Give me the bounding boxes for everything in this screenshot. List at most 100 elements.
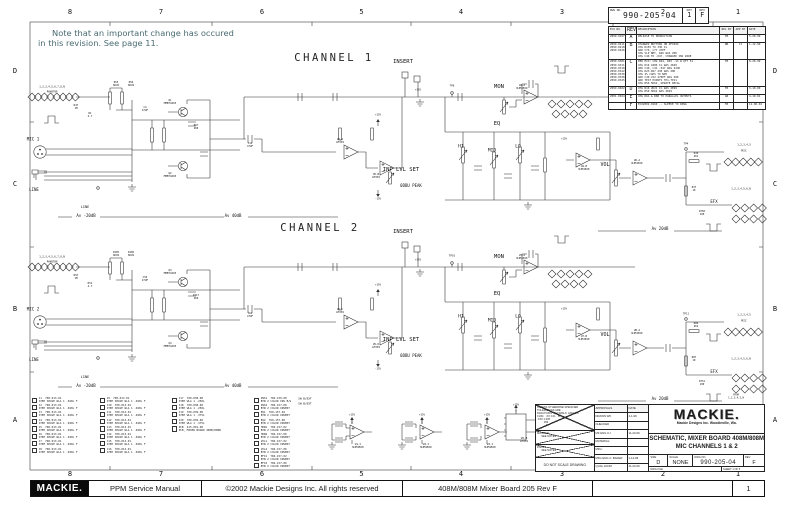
grid-col-label: 4 [458, 470, 464, 479]
revision-cell [733, 102, 747, 110]
schematic-label: 1,2,3,4,5 [737, 143, 751, 147]
revision-note: Note that an important change has occure… [38, 28, 298, 49]
revision-cell: TB [719, 102, 733, 110]
parts-list-item: INS1 760-159-00 BTN 2 COLOR INS B/W [254, 397, 291, 403]
parts-list-item: J20 700-039-00 STEP WLA 1 .375L [172, 419, 221, 425]
component-ref: R86 2K1 [693, 322, 699, 328]
parts-list-item: J10 700-013-01 STEP SHAVE WLA 1 .040L F [100, 404, 146, 410]
footer-manual: PPM Service Manual [89, 481, 202, 496]
parts-list-item: EQ1 760-157-02 BTN 2 COLOR INSERT [254, 411, 291, 418]
part-text: J8 700-013-01 STEP SHAVE WLA 1 .040L F [38, 447, 78, 454]
component-ref: SW B/EXT [298, 401, 312, 406]
parts-column: INS1 760-159-00 BTN 2 COLOR INS B/W INS2 … [254, 397, 291, 469]
schematic-label: +15V [560, 137, 568, 141]
revision-header-cell: REV [625, 27, 636, 34]
revision-cell [733, 86, 747, 94]
footer-copyright: ©2002 Mackie Designs Inc. All rights res… [202, 481, 403, 496]
component-ref: C12 47UF [246, 142, 254, 148]
approval-role: MATERIAL: [595, 438, 628, 446]
parts-list: J1 700-013-01 STEP SHAVE WLA 1 .040L F J2… [30, 397, 310, 469]
component-ref: U7-A NJM4560 [516, 254, 528, 260]
component-ref: U6-A NJM4560 [631, 159, 643, 165]
scale-value: NONE [672, 459, 689, 466]
sht-value: 1 [687, 11, 692, 20]
part-checkbox-icon [254, 448, 260, 454]
revision-cell: CJ [733, 42, 747, 59]
grid-col-label: 1 [735, 8, 741, 17]
revision-header-cell: ECO NO. [610, 27, 622, 31]
psu-opamp-circuits [327, 404, 553, 454]
parts-list-item: J5 700-013-01 STEP SHAVE WLA 1 .040L F [32, 426, 78, 432]
part-text: J2 700-013-01 STEP SHAVE WLA 1 .040L F [38, 404, 78, 411]
grid-row-label: B [772, 304, 778, 313]
parts-list-item: MON2 760-157-00 BTN 2 COLOR INSERT [254, 433, 291, 439]
schematic-label: LINE [80, 374, 90, 379]
revision-cell: CHG R16 2K21 1% WAS 4K99 CHG R50 5K62 WA… [636, 86, 719, 94]
schematic-label: EFX [710, 198, 718, 204]
part-checkbox-icon [172, 419, 178, 425]
approval-row: MATERIAL: [594, 438, 649, 447]
part-checkbox-icon [32, 397, 38, 403]
revision-cell: E [625, 94, 636, 102]
revision-row: 2099-0402 D CHG R16 2K21 1% WAS 4K99 CHG R… [609, 85, 765, 94]
part-text: J7 700-013-01 STEP SHAVE WLA 1 .040L F [38, 440, 78, 447]
schematic-label: Av 40dB [224, 212, 242, 218]
part-checkbox-icon [100, 448, 106, 454]
schematic-label: 1,2,3,4,5,6,N [731, 357, 751, 361]
grid-col-label: 3 [559, 8, 565, 17]
revision-cell: CHG R6A & R6B TO PARALLEL OUTPUTS [636, 94, 719, 102]
component-ref: R36 2K1 [693, 152, 699, 158]
component-ref: TP4 [683, 142, 689, 146]
part-text: EQ2 760-157-00 BTN 2 COLOR INSERT [260, 418, 290, 425]
schematic-label: LINE [29, 186, 39, 192]
component-ref: TP11 [682, 312, 690, 316]
parts-list-item: J7 700-013-01 STEP SHAVE WLA 1 .040L F [32, 440, 78, 447]
grid-col-label: 1 [735, 470, 741, 479]
rev-cell: REV F [695, 8, 708, 23]
component-ref: U4-A NJM4560 [516, 84, 528, 90]
part-text: PCB 415-091-00 PCB, MIXER BOARD 408B/808… [178, 425, 221, 432]
component-ref: U5-D LM339 [372, 343, 380, 349]
parts-list-item: VOL2 760-157-00 BTN 2 COLOR INSERT [254, 448, 291, 454]
component-ref: U5-A LM339 [336, 138, 344, 144]
mackie-logo-block: MACKIE. Mackie Designs Inc. Woodinville,… [649, 405, 764, 434]
parts-list-item: PCB 415-091-00 PCB, MIXER BOARD 408B/808… [172, 426, 221, 432]
component-ref: R56 6K49 [127, 81, 135, 87]
grid-col-label: 7 [158, 470, 164, 479]
revision-cell: 2099-0211 2099-0218 2099-0226 [610, 42, 625, 53]
schematic-label: INSERT [393, 58, 413, 65]
part-text: J13 700-013-01 STEP SHAVE WLA 1 .040L F [106, 425, 146, 432]
component-ref: C62 47UF [246, 312, 254, 318]
part-text: EFX2 760-157-00 BTN 2 COLOR INSERT [260, 462, 290, 469]
revision-cell [733, 94, 747, 102]
component-ref: U4-B NJM4560 [578, 165, 590, 171]
revision-cell: F [625, 102, 636, 110]
revision-cell: 2099-0301 2099-0311 2099-0318 2099-0322 … [610, 59, 625, 83]
component-ref: +15V [418, 413, 426, 417]
parts-list-item: J12 700-013-01 STEP SHAVE WLA 1 .040L F [100, 419, 146, 425]
grid-row-label: A [12, 416, 18, 425]
revision-cell [609, 103, 625, 110]
schematic-label: +15V [414, 88, 422, 92]
component-ref: Q1 MMBT4403 [163, 99, 177, 105]
approval-date: 11-23-99 [628, 464, 640, 469]
part-checkbox-icon [32, 404, 38, 410]
drawing-title-line1: SCHEMATIC, MIXER BOARD 408M/808M [649, 436, 764, 443]
revision-cell: PER ECO: CHG R44, R45 .1% W QTY 51 CHG R… [636, 59, 719, 86]
approval-date: 4-1-99 [628, 413, 637, 418]
parts-list-item: EQ2 760-157-00 BTN 2 COLOR INSERT [254, 419, 291, 425]
revision-cell [733, 34, 747, 42]
mackie-logo: MACKIE. [673, 406, 740, 422]
schematic-label: EQ [493, 120, 501, 127]
parts-list-item: J1 700-013-01 STEP SHAVE WLA 1 .040L F [32, 397, 78, 403]
schematic-label: VOL [600, 332, 610, 339]
parts-list-item: EFX2 760-157-00 BTN 2 COLOR INSERT [254, 462, 291, 468]
part-text: J15 700-013-01 STEP SHAVE WLA 1 .040L F [106, 440, 146, 447]
grid-row-label: D [772, 67, 778, 76]
approval-role: QUAL LDOM [595, 463, 628, 471]
grid-col-label: 8 [67, 8, 73, 17]
finish-note: FINISH: SEE NOTES [536, 445, 594, 459]
schematic-label: 0DBU PEAK [400, 182, 422, 188]
scale-cell: SCALE NONE [668, 455, 694, 466]
part-text: MON2 760-157-00 BTN 2 COLOR INSERT [260, 433, 290, 440]
